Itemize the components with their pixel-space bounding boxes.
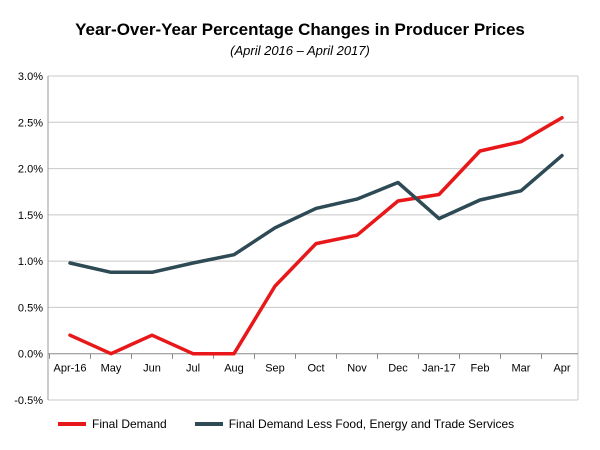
series-lines: [68, 115, 564, 356]
x-tick-label: Mar: [512, 363, 531, 375]
legend-swatch-final-demand: [58, 422, 86, 426]
y-axis-tick-labels: -0.5% 0.0% 0.5% 1.0% 1.5% 2.0% 2.5% 3.0%: [14, 71, 43, 407]
y-tick-label: 2.5%: [18, 117, 43, 129]
x-tick-label: Apr: [553, 363, 570, 375]
chart-title: Year-Over-Year Percentage Changes in Pro…: [75, 20, 525, 39]
legend-item-final-demand: Final Demand: [58, 417, 167, 431]
y-tick-label: 1.5%: [18, 210, 43, 222]
axes: [47, 76, 579, 400]
y-tick-label: 0.5%: [18, 302, 43, 314]
legend: Final Demand Final Demand Less Food, Ene…: [58, 417, 542, 431]
x-tick-label: Jan-17: [422, 363, 456, 375]
chart-subtitle: (April 2016 – April 2017): [230, 43, 370, 58]
x-tick-label: Aug: [224, 363, 244, 375]
x-tick-label: Dec: [388, 363, 408, 375]
y-tick-label: 0.0%: [18, 349, 43, 361]
series-line-1: [68, 153, 564, 275]
y-tick-label: -0.5%: [14, 395, 43, 407]
y-tick-label: 2.0%: [18, 164, 43, 176]
y-tick-label: 1.0%: [18, 256, 43, 268]
x-tick-label: Apr-16: [53, 363, 86, 375]
x-tick-label: Jun: [143, 363, 161, 375]
x-tick-label: Jul: [186, 363, 200, 375]
x-tick-label: Oct: [307, 363, 324, 375]
x-tick-label: Nov: [347, 363, 367, 375]
legend-item-core: Final Demand Less Food, Energy and Trade…: [194, 417, 515, 431]
x-tick-label: Sep: [265, 363, 285, 375]
x-axis-tick-labels: Apr-16 May Jun Jul Aug Sep Oct Nov Dec Jan-17 Feb M…: [53, 363, 570, 375]
x-tick-label: Feb: [471, 363, 490, 375]
y-tick-label: 3.0%: [18, 71, 43, 83]
legend-swatch-core: [194, 422, 223, 426]
x-tick-label: May: [101, 363, 122, 375]
gridlines: [48, 75, 578, 401]
series-line-0: [68, 115, 564, 356]
legend-label-final-demand: Final Demand: [92, 417, 167, 431]
legend-label-core: Final Demand Less Food, Energy and Trade…: [228, 417, 515, 431]
